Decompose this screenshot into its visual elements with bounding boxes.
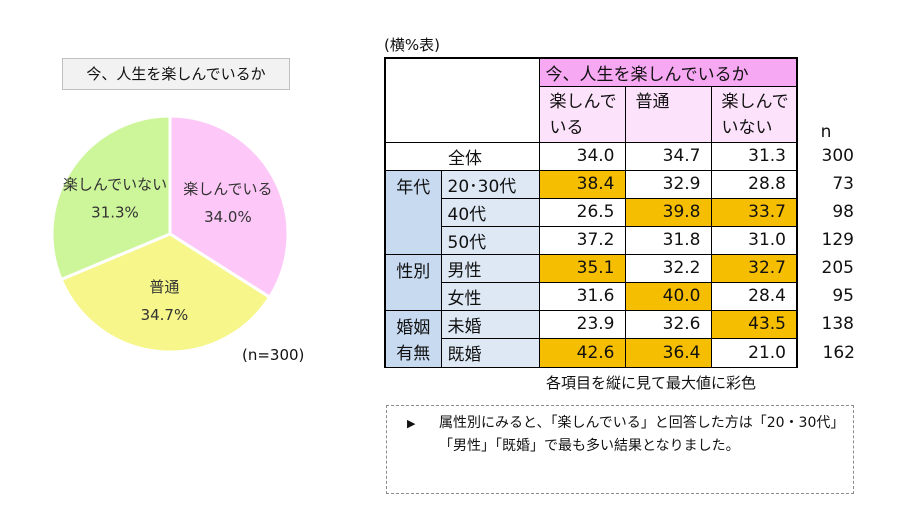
pie-slice-value: 31.3% <box>91 203 139 221</box>
row-label: 男性 <box>440 254 539 283</box>
row-label: 未婚 <box>440 310 539 339</box>
pie-title: 今、人生を楽しんでいるか <box>62 58 290 90</box>
row-group-label: 性別 <box>384 253 441 311</box>
n-column-header: n <box>820 122 832 142</box>
pie-slice-value: 34.7% <box>141 306 189 324</box>
pie-chart: 楽しんでいる 34.0% 普通 34.7% 楽しんでいない 31.3% <box>50 114 290 354</box>
table-cell-value: 35.1 <box>538 254 625 283</box>
table-column-header: 楽しんで いない <box>710 86 798 143</box>
table-cell-value: 42.6 <box>538 338 625 368</box>
comment-text: 属性別にみると、「楽しんでいる」と回答した方は「20・30代」「男性」「既婚」で… <box>439 415 838 454</box>
pie-slice <box>59 232 272 354</box>
pie-sample-size: (n=300) <box>242 346 305 364</box>
row-label: 50代 <box>440 226 539 255</box>
pie-slice-value: 34.0% <box>204 208 252 226</box>
table-cell-value: 31.8 <box>624 226 711 255</box>
row-n-value: 205 <box>821 258 854 278</box>
row-n-value: 95 <box>832 286 854 306</box>
table-cell-value: 34.7 <box>624 142 711 171</box>
table-cell-value: 34.0 <box>538 142 625 171</box>
table-column-header: 楽しんで いる <box>538 86 625 143</box>
table-cell-value: 43.5 <box>710 310 798 339</box>
table-cell-value: 23.9 <box>538 310 625 339</box>
pie-slice <box>50 114 172 282</box>
row-n-value: 162 <box>822 342 855 363</box>
table-cell-value: 39.8 <box>624 198 711 227</box>
row-label: 20･30代 <box>440 170 539 199</box>
row-label: 40代 <box>440 198 539 227</box>
row-n-value: 129 <box>821 230 854 250</box>
bullet-arrow-icon: ▶ <box>407 417 416 430</box>
n-header-spacer <box>797 58 857 86</box>
row-group-label: 婚姻 有無 <box>384 309 441 368</box>
table-cell-value: 33.7 <box>710 198 798 227</box>
pie-slice-label: 普通 <box>149 278 179 296</box>
table-cell-value: 32.7 <box>710 254 798 283</box>
comment-box: ▶ 属性別にみると、「楽しんでいる」と回答した方は「20・30代」「男性」「既婚… <box>386 405 854 494</box>
table-cell-value: 31.6 <box>538 282 625 311</box>
table-cell-value: 32.2 <box>624 254 711 283</box>
table-cell-value: 38.4 <box>538 170 625 199</box>
row-n-value: 138 <box>821 314 854 335</box>
table-cell-value: 28.8 <box>710 170 798 199</box>
table-cell-value: 28.4 <box>710 282 798 311</box>
table-column-header: 普通 <box>624 86 711 143</box>
table-cell-value: 26.5 <box>538 198 625 227</box>
row-label: 女性 <box>440 282 539 311</box>
table-corner <box>384 57 539 143</box>
pie-slice-label: 楽しんでいる <box>183 180 272 198</box>
row-label: 既婚 <box>440 338 539 368</box>
table-note: 各項目を縦に見て最大値に彩色 <box>546 374 757 392</box>
table-caption: (横%表) <box>384 36 440 54</box>
cross-table: 今、人生を楽しんでいるか 楽しんで いる 普通 楽しんで いない n 全体 34.0 34.7… <box>384 57 858 368</box>
row-n-value: 98 <box>832 202 854 222</box>
table-cell-value: 31.3 <box>710 142 798 171</box>
table-cell-value: 32.6 <box>624 310 711 339</box>
row-n-value: 73 <box>832 174 854 194</box>
table-cell-value: 36.4 <box>624 338 711 368</box>
table-cell-value: 40.0 <box>624 282 711 311</box>
table-cell-value: 21.0 <box>710 338 798 368</box>
row-label-total: 全体 <box>384 142 539 171</box>
table-header-group: 今、人生を楽しんでいるか <box>538 57 798 87</box>
pie-slice-label: 楽しんでいない <box>63 175 167 193</box>
table-cell-value: 37.2 <box>538 226 625 255</box>
row-n-value: 300 <box>821 146 854 166</box>
table-cell-value: 32.9 <box>624 170 711 199</box>
row-group-label: 年代 <box>384 169 441 255</box>
table-cell-value: 31.0 <box>710 226 798 255</box>
